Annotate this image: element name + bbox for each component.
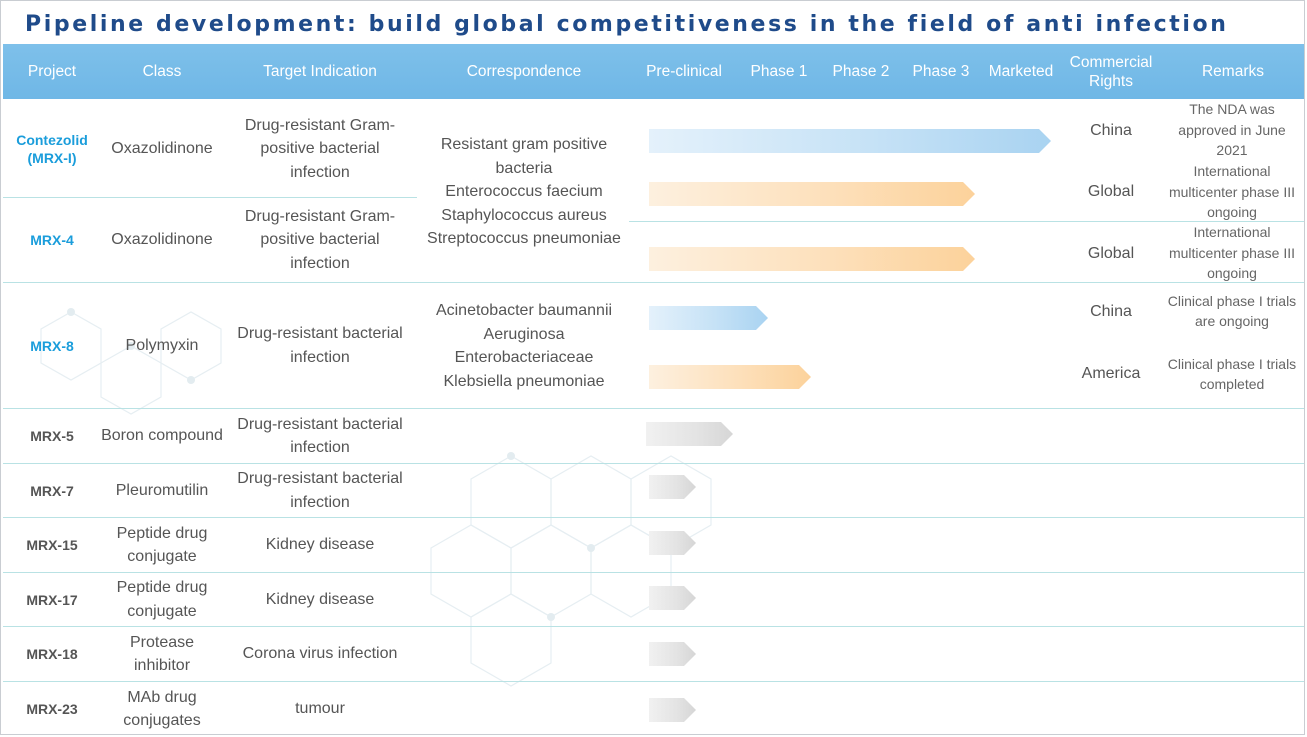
row-divider [3, 463, 1304, 464]
progress-arrow-mrx5 [646, 422, 733, 446]
row-divider [3, 681, 1304, 682]
progress-arrow-contezolid-china [649, 129, 1051, 153]
row-divider [3, 408, 1304, 409]
commercial-rights: China [1090, 303, 1132, 321]
project-class: MAb drug conjugates [123, 688, 201, 730]
col-header-project: Project [27, 63, 77, 80]
row-divider [3, 626, 1304, 627]
row-divider [3, 572, 1304, 573]
project-indication: Drug-resistant bacterial infection [237, 325, 403, 366]
project-name: MRX-18 [26, 646, 78, 662]
project-indication: Drug-resistant bacterial infection [237, 415, 403, 457]
project-indication: Drug-resistant bacterial infection [237, 470, 403, 511]
col-header-commercial-rights: Commercial Rights [1069, 53, 1153, 90]
progress-arrow-mrx15 [649, 531, 696, 555]
page-title: Pipeline development: build global compe… [25, 12, 1229, 37]
progress-arrow-contezolid-global [649, 182, 975, 206]
project-indication: Kidney disease [265, 536, 375, 554]
progress-arrow-mrx18 [649, 642, 696, 666]
correspondence-gram-positive: Resistant gram positive bacteria Enteroc… [427, 136, 621, 248]
project-class: Boron compound [101, 427, 223, 445]
col-header-phase-3: Phase 3 [912, 63, 970, 80]
progress-arrow-mrx17 [649, 586, 696, 610]
project-class: Peptide drug conjugate [116, 524, 208, 566]
project-name: MRX-8 [30, 337, 74, 354]
project-name: MRX-7 [30, 482, 74, 499]
project-class: Oxazolidinone [111, 140, 213, 158]
project-indication: Drug-resistant Gram-positive bacterial i… [244, 207, 396, 272]
col-header-phase-2: Phase 2 [832, 63, 890, 80]
commercial-rights: Global [1087, 245, 1135, 263]
row-divider [3, 282, 1304, 283]
project-name: MRX-5 [30, 428, 74, 444]
col-header-remarks: Remarks [1201, 63, 1264, 80]
row-divider [629, 221, 1304, 222]
commercial-rights: Global [1087, 183, 1135, 201]
col-header-target-indication: Target Indication [263, 63, 377, 80]
col-header-marketed: Marketed [988, 63, 1054, 80]
project-name: MRX-23 [26, 701, 78, 717]
row-divider [3, 197, 417, 198]
project-class: Peptide drug conjugate [116, 579, 208, 620]
project-class: Protease inhibitor [129, 633, 195, 675]
table-header: Project Class Target Indication Correspo… [3, 44, 1304, 99]
col-header-preclinical: Pre-clinical [646, 63, 722, 80]
commercial-rights: America [1081, 365, 1141, 383]
remark: Clinical phase I trials completed [1167, 355, 1297, 393]
project-indication: Drug-resistant Gram-positive bacterial i… [244, 116, 396, 181]
progress-arrow-mrx4-global [649, 247, 975, 271]
project-indication: Kidney disease [265, 590, 375, 608]
project-class: Polymyxin [125, 336, 199, 354]
remark: International multicenter phase III ongo… [1168, 163, 1296, 221]
project-class: Pleuromutilin [115, 481, 209, 499]
col-header-phase-1: Phase 1 [750, 63, 808, 80]
progress-arrow-mrx7 [649, 475, 696, 499]
project-indication: Corona virus infection [242, 645, 398, 663]
row-divider [3, 517, 1304, 518]
remark: Clinical phase I trials are ongoing [1167, 292, 1297, 330]
col-header-correspondence: Correspondence [466, 63, 582, 80]
project-name: MRX-15 [26, 537, 78, 553]
col-header-class: Class [142, 63, 182, 80]
project-name: Contezolid (MRX-I) [16, 132, 88, 166]
project-indication: tumour [295, 700, 345, 718]
progress-arrow-mrx8-china [649, 306, 768, 330]
project-name: MRX-4 [30, 232, 74, 248]
correspondence-gram-negative: Acinetobacter baumannii Aeruginosa Enter… [435, 302, 613, 390]
remark: The NDA was approved in June 2021 [1178, 101, 1286, 159]
project-name: MRX-17 [26, 591, 78, 608]
remark: International multicenter phase III ongo… [1168, 224, 1296, 282]
project-class: Oxazolidinone [111, 231, 213, 249]
progress-arrow-mrx23 [649, 698, 696, 722]
commercial-rights: China [1090, 122, 1132, 140]
progress-arrow-mrx8-america [649, 365, 811, 389]
